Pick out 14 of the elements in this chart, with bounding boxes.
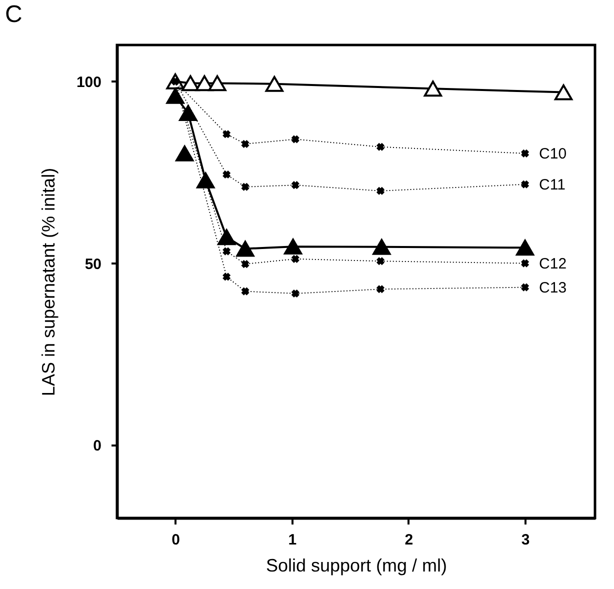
y-axis-title: LAS in supernatant (% inital)	[38, 168, 58, 396]
series-label: C12	[539, 255, 567, 272]
series-label: C10	[539, 145, 567, 162]
x-axis-title: Solid support (mg / ml)	[266, 556, 448, 576]
series-label: C13	[539, 279, 567, 296]
x-tick-label: 2	[404, 532, 414, 548]
series-label: C11	[539, 176, 566, 194]
chart-title: C	[5, 1, 22, 28]
y-tick-label: 100	[76, 74, 102, 91]
y-tick-label: 50	[84, 256, 102, 273]
x-tick-label: 0	[172, 532, 180, 548]
y-tick-label: 0	[93, 438, 102, 455]
x-tick-label: 3	[521, 532, 530, 548]
x-tick-label: 1	[288, 532, 297, 548]
